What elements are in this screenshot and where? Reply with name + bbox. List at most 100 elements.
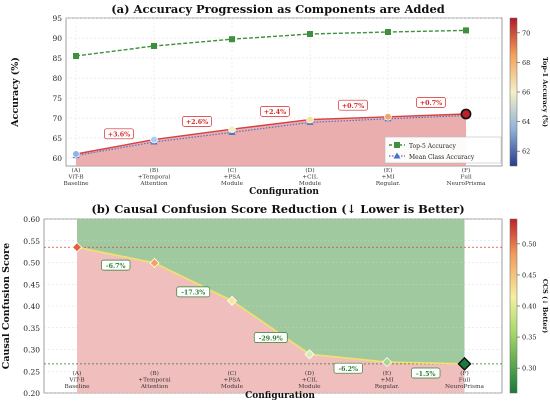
chart-b-ytick-label: 0.55 [23, 237, 40, 246]
chart-a-colorbar-tick-label: 68 [522, 59, 530, 67]
chart-a-top5-marker [385, 29, 391, 35]
chart-a-top1-area [76, 114, 466, 166]
chart-a-mca-line [75, 115, 467, 157]
chart-b-xtick-label: (F) [460, 370, 469, 377]
chart-b-reduction-label: -1.5% [416, 371, 436, 378]
chart-b-colorbar [509, 218, 518, 394]
chart-a-xtick-label: +Temporal [138, 175, 171, 181]
chart-a-top1-line [75, 113, 467, 155]
chart-a-improvement-box [416, 97, 446, 108]
chart-b-xtick-label: Module [298, 384, 321, 390]
chart-b-xtick-label: (E) [383, 370, 392, 377]
chart-a-top5-marker [151, 43, 157, 49]
chart-a-top5-line [75, 29, 467, 57]
chart-a-ytick-label: 85 [52, 54, 62, 63]
chart-a-top1-marker [306, 115, 314, 124]
chart-b-xtick-label: Full [459, 378, 471, 384]
chart-a-ytick-label: 65 [52, 134, 62, 143]
chart-a-colorbar-label: Top-1 Accuracy (%) [541, 57, 549, 127]
chart-a-top5-marker [463, 27, 469, 34]
chart-b-colorbar-tick-label: 0.30 [522, 365, 536, 373]
chart-b-xtick-label: Baseline [65, 384, 91, 390]
chart-a-top1-marker [228, 125, 236, 133]
chart-b-ytick-label: 0.20 [23, 389, 40, 398]
chart-a-xtick-label: (E) [384, 167, 393, 174]
chart-a-legend: Top-5 Accuracy Mean Class Accuracy [384, 136, 502, 164]
chart-b-ytick-label: 0.25 [23, 367, 40, 376]
chart-a-xtick-label: (B) [150, 167, 159, 174]
chart-b-xtick-label: +MI [380, 378, 393, 384]
chart-a-ytick-label: 75 [52, 94, 62, 103]
chart-b-colorbar-tick-label: 0.45 [522, 271, 536, 279]
chart-b-ytick-label: 0.50 [23, 259, 40, 268]
chart-b-ccs-marker [304, 349, 315, 360]
chart-a-xtick-label: Full [460, 175, 472, 181]
chart-b-reduction-box [176, 286, 211, 298]
chart-a-xtick-label: +MI [381, 175, 394, 181]
chart-b-ytick-label: 0.35 [23, 324, 40, 333]
chart-b-remaining-region [77, 247, 465, 393]
chart-a-xtick-label: (A) [72, 167, 81, 174]
chart-a-top1-marker [460, 108, 472, 120]
chart-a-xtick-label: (C) [228, 167, 237, 174]
chart-a-xtick-label: Baseline [64, 181, 90, 187]
chart-a-y-ticks: 60 65 70 75 80 85 90 95 [52, 14, 62, 163]
chart-a-improvement-box [104, 128, 134, 140]
chart-a-improvement-label: +2.4% [264, 109, 286, 116]
chart-a-xtick-label: (F) [462, 167, 471, 174]
chart-b-ccs-line [76, 246, 465, 365]
chart-b-ccs-marker [226, 295, 238, 306]
chart-a-colorbar-tick-label: 64 [522, 118, 530, 126]
chart-b-xtick-label: ViT-B [68, 378, 84, 384]
chart-a-xtick-label: Module [299, 181, 322, 187]
chart-b-reduction-label: -6.2% [338, 366, 358, 373]
chart-a-series [72, 27, 472, 159]
chart-b-colorbar-label: CCS (↓ Better) [541, 279, 549, 333]
chart-b-colorbar-ticks: 0.30 0.35 0.40 0.45 0.50 [517, 240, 536, 373]
chart-b-ytick-label: 0.60 [23, 215, 40, 224]
chart-b-xtick-label: (C) [228, 370, 237, 377]
legend-mca-label: Mean Class Accuracy [409, 154, 475, 161]
chart-b-xtick-label: +Temporal [138, 378, 171, 384]
chart-b-colorbar-tick-label: 0.50 [522, 240, 536, 248]
chart-b-ytick-label: 0.45 [23, 280, 40, 289]
chart-a-xtick-label: (D) [305, 167, 314, 174]
chart-b-xtick-label: NeuroPrisma [445, 384, 484, 390]
chart-a-top5-marker [229, 36, 235, 43]
legend-top5-label: Top-5 Accuracy [409, 143, 456, 150]
chart-b-reduction-box [101, 259, 131, 271]
chart-a-ylabel: Accuracy (%) [10, 57, 21, 128]
chart-a-improvement-label: +3.6% [108, 132, 130, 139]
chart-b-colorbar-tick-label: 0.35 [522, 334, 536, 342]
chart-a-xtick-label: +CIL [302, 175, 318, 181]
chart-a-improvement-box [260, 106, 290, 117]
chart-b-annotations: -6.7% -17.3% -29.9% -6.2% -1.5% [101, 259, 441, 379]
chart-b-ylabel: Causal Confusion Score [1, 243, 12, 369]
chart-a-top1-marker [384, 113, 392, 121]
chart-b-xtick-label: Attention [140, 384, 169, 390]
chart-a-ytick-label: 80 [52, 74, 62, 83]
chart-a-xlabel: Configuration [249, 187, 319, 197]
chart-a-annotations: +3.6% +2.6% +2.4% +0.7% +0.7% [104, 97, 446, 140]
chart-b-xtick-label: +PSA [224, 378, 242, 384]
chart-a-top5-marker [307, 31, 313, 37]
chart-b-xtick-label: (B) [150, 370, 159, 377]
chart-b-ytick-label: 0.40 [23, 302, 40, 311]
chart-a-colorbar-ticks: 62 64 66 68 70 [517, 29, 530, 156]
chart-b-xtick-label: Regular. [375, 384, 400, 390]
chart-a-improvement-label: +0.7% [342, 103, 364, 110]
chart-a-top1-marker [150, 135, 158, 144]
chart-a-colorbar-tick-label: 70 [522, 29, 530, 37]
chart-a-ytick-label: 90 [52, 34, 62, 43]
chart-a-colorbar [509, 17, 518, 167]
chart-a-colorbar-tick-label: 66 [522, 89, 530, 97]
chart-b-reduction-box [411, 367, 441, 379]
chart-a-improvement-label: +2.6% [186, 119, 208, 126]
chart-b-ccs-marker [71, 242, 83, 253]
chart-b-y-ticks: 0.20 0.25 0.30 0.35 0.40 0.45 0.50 0.55 0.60 [23, 215, 40, 398]
chart-a-title: (a) Accuracy Progression as Components a… [111, 2, 445, 16]
chart-a-top1-marker [72, 150, 80, 158]
